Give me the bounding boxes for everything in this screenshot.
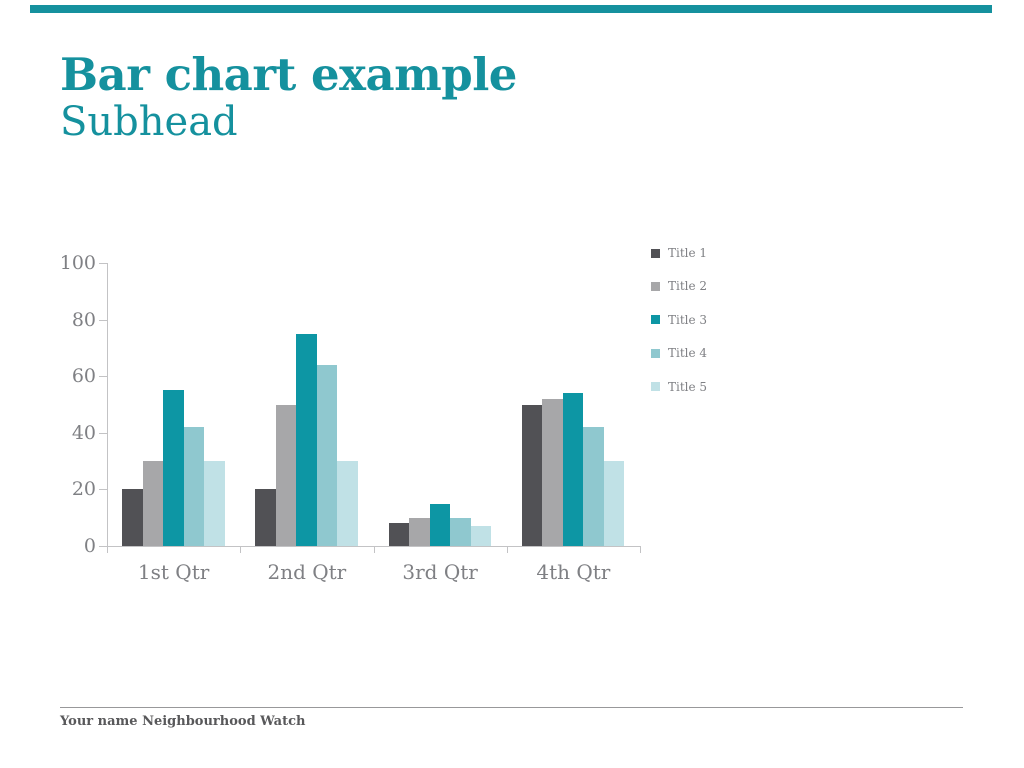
y-axis-tick-label: 20 (71, 478, 96, 501)
legend-label: Title 3 (668, 312, 708, 327)
bar (296, 333, 317, 546)
legend-item: Title 1 (651, 246, 707, 260)
slide-header: Bar chart example Subhead (60, 48, 517, 146)
legend-swatch (651, 281, 660, 291)
legend-item: Title 4 (651, 346, 707, 360)
x-axis-category-label: 4th Qtr (536, 560, 611, 584)
y-axis-tick-label: 100 (59, 252, 96, 274)
bar (583, 427, 604, 546)
y-axis-tick (99, 376, 107, 378)
x-axis-category-label: 3rd Qtr (402, 560, 478, 584)
bar (542, 398, 563, 546)
legend-swatch (651, 382, 660, 392)
bar (388, 523, 409, 546)
bar (275, 404, 297, 546)
bar (429, 503, 450, 546)
accent-strip (30, 5, 992, 13)
y-axis-tick (99, 263, 107, 264)
bar (163, 390, 184, 546)
bar (255, 489, 276, 546)
y-axis-tick-label: 40 (71, 421, 96, 444)
bar (204, 461, 225, 546)
plot-area (107, 263, 641, 547)
bar (521, 404, 543, 546)
y-axis-tick (99, 546, 107, 547)
bar (142, 461, 163, 546)
legend-item: Title 5 (651, 380, 707, 394)
slide-subtitle: Subhead (60, 99, 238, 146)
x-axis-tick (240, 547, 242, 553)
bar (122, 489, 143, 546)
slide-title: Bar chart example (60, 48, 517, 101)
bar (450, 517, 471, 546)
x-axis-tick (640, 547, 641, 553)
legend-swatch (651, 315, 660, 325)
legend-swatch (651, 348, 660, 358)
legend-label: Title 2 (668, 279, 708, 294)
y-axis-tick-label: 60 (71, 365, 96, 388)
bar (316, 364, 338, 546)
legend-label: Title 5 (668, 379, 708, 394)
x-axis-category-label: 1st Qtr (137, 560, 210, 584)
x-axis-category-label: 2nd Qtr (267, 560, 347, 584)
y-axis-tick-label: 80 (71, 308, 96, 331)
x-axis-tick (107, 547, 108, 553)
legend-label: Title 4 (668, 346, 708, 361)
bar (183, 427, 204, 546)
legend-label: Title 1 (668, 246, 708, 260)
legend-item: Title 2 (651, 279, 707, 293)
x-axis-tick (506, 547, 508, 553)
y-axis-tick (99, 489, 107, 491)
footer-divider (60, 707, 963, 708)
footer-text: Your name Neighbourhood Watch (60, 714, 306, 729)
bar (337, 461, 358, 546)
y-axis-tick-label: 0 (83, 535, 96, 557)
x-axis-tick (373, 547, 375, 553)
legend-swatch (651, 248, 660, 258)
legend-item: Title 3 (651, 313, 707, 327)
y-axis-tick (99, 319, 107, 321)
bar (470, 526, 491, 546)
bar (409, 517, 430, 546)
y-axis-tick (99, 432, 107, 434)
bar (562, 393, 584, 546)
bar (603, 461, 625, 546)
